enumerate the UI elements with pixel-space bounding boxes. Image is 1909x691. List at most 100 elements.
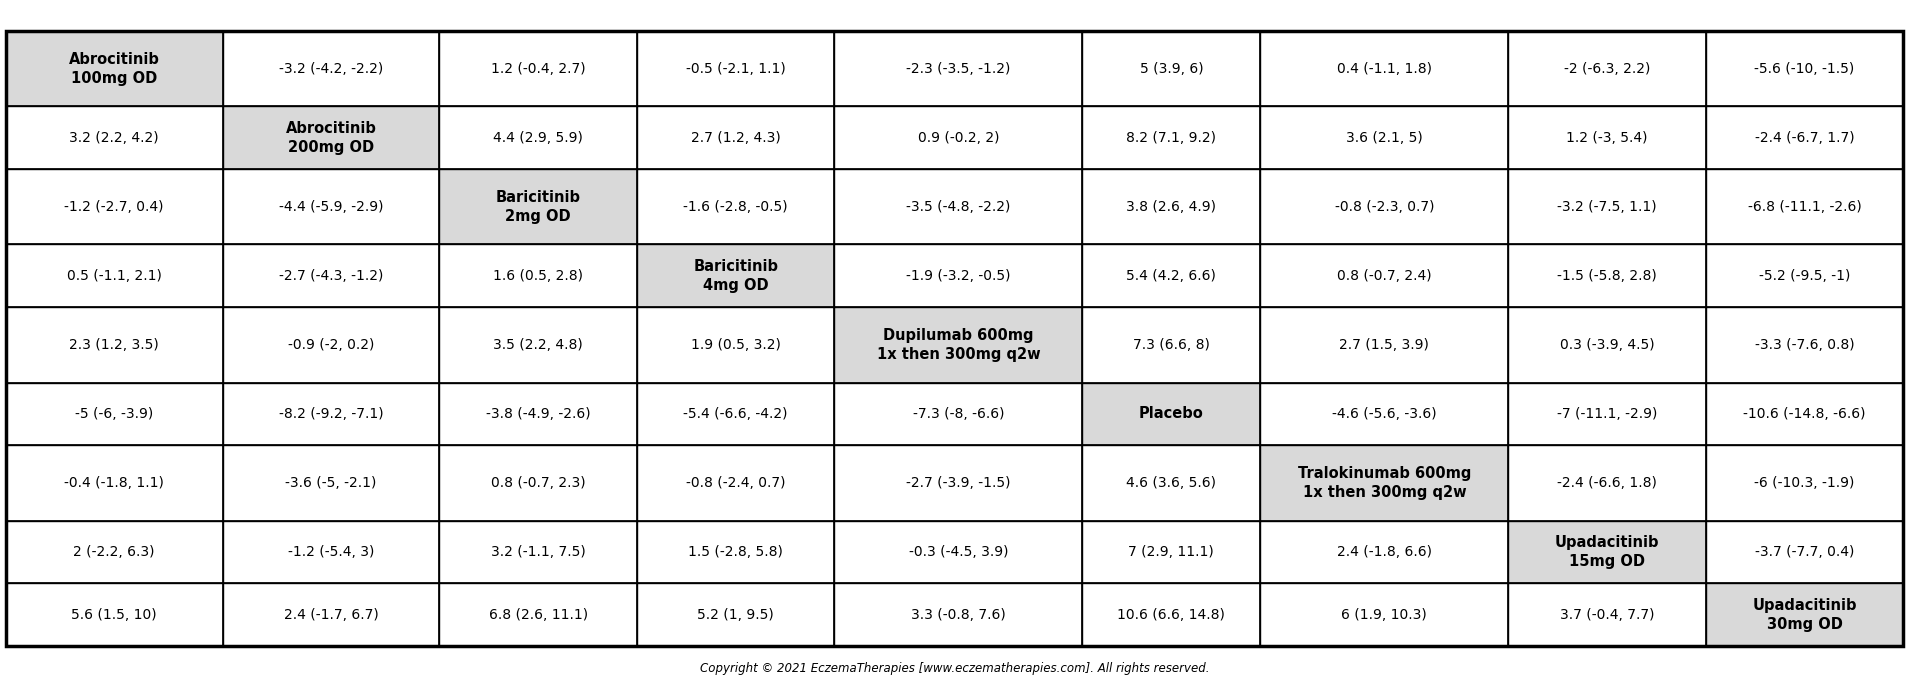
Text: -2.7 (-3.9, -1.5): -2.7 (-3.9, -1.5) xyxy=(907,476,1010,490)
Bar xyxy=(1260,307,1508,383)
Text: 4.4 (2.9, 5.9): 4.4 (2.9, 5.9) xyxy=(493,131,582,145)
Text: 3.3 (-0.8, 7.6): 3.3 (-0.8, 7.6) xyxy=(911,607,1006,622)
Text: -4.6 (-5.6, -3.6): -4.6 (-5.6, -3.6) xyxy=(1332,407,1437,421)
Text: -1.2 (-5.4, 3): -1.2 (-5.4, 3) xyxy=(288,545,374,559)
Bar xyxy=(223,307,439,383)
Bar xyxy=(1508,169,1707,245)
Bar xyxy=(834,520,1082,583)
Bar xyxy=(439,383,638,445)
Bar xyxy=(834,169,1082,245)
Text: 3.7 (-0.4, 7.7): 3.7 (-0.4, 7.7) xyxy=(1560,607,1655,622)
Bar xyxy=(638,245,834,307)
Text: -7.3 (-8, -6.6): -7.3 (-8, -6.6) xyxy=(913,407,1004,421)
Bar xyxy=(834,583,1082,646)
Text: -2.7 (-4.3, -1.2): -2.7 (-4.3, -1.2) xyxy=(279,269,384,283)
Bar xyxy=(6,31,223,106)
Bar xyxy=(439,520,638,583)
Bar xyxy=(1082,31,1260,106)
Text: 10.6 (6.6, 14.8): 10.6 (6.6, 14.8) xyxy=(1117,607,1226,622)
Text: 5.4 (4.2, 6.6): 5.4 (4.2, 6.6) xyxy=(1126,269,1216,283)
Text: 0.9 (-0.2, 2): 0.9 (-0.2, 2) xyxy=(918,131,998,145)
Bar xyxy=(638,106,834,169)
Bar xyxy=(638,169,834,245)
Text: 8.2 (7.1, 9.2): 8.2 (7.1, 9.2) xyxy=(1126,131,1216,145)
Bar xyxy=(1508,31,1707,106)
Text: 1.6 (0.5, 2.8): 1.6 (0.5, 2.8) xyxy=(493,269,584,283)
Bar xyxy=(223,445,439,520)
Text: 5.6 (1.5, 10): 5.6 (1.5, 10) xyxy=(71,607,157,622)
Bar xyxy=(1260,245,1508,307)
Bar xyxy=(6,245,223,307)
Text: 2 (-2.2, 6.3): 2 (-2.2, 6.3) xyxy=(73,545,155,559)
Text: -2.4 (-6.7, 1.7): -2.4 (-6.7, 1.7) xyxy=(1754,131,1854,145)
Text: -3.8 (-4.9, -2.6): -3.8 (-4.9, -2.6) xyxy=(487,407,590,421)
Bar xyxy=(1508,106,1707,169)
Text: -3.2 (-4.2, -2.2): -3.2 (-4.2, -2.2) xyxy=(279,61,384,76)
Text: Copyright © 2021 EczemaTherapies [www.eczematherapies.com]. All rights reserved.: Copyright © 2021 EczemaTherapies [www.ec… xyxy=(701,662,1208,674)
Text: -1.9 (-3.2, -0.5): -1.9 (-3.2, -0.5) xyxy=(907,269,1010,283)
Bar xyxy=(1082,169,1260,245)
Text: 3.2 (2.2, 4.2): 3.2 (2.2, 4.2) xyxy=(69,131,158,145)
Text: -0.5 (-2.1, 1.1): -0.5 (-2.1, 1.1) xyxy=(685,61,787,76)
Bar xyxy=(1082,445,1260,520)
Bar xyxy=(1707,445,1903,520)
Bar xyxy=(1260,383,1508,445)
Text: Baricitinib
4mg OD: Baricitinib 4mg OD xyxy=(693,259,779,292)
Text: -3.2 (-7.5, 1.1): -3.2 (-7.5, 1.1) xyxy=(1558,200,1657,214)
Text: -1.6 (-2.8, -0.5): -1.6 (-2.8, -0.5) xyxy=(683,200,788,214)
Bar xyxy=(439,169,638,245)
Text: 2.4 (-1.7, 6.7): 2.4 (-1.7, 6.7) xyxy=(284,607,378,622)
Bar xyxy=(1508,307,1707,383)
Bar xyxy=(439,307,638,383)
Bar xyxy=(638,307,834,383)
Bar xyxy=(6,583,223,646)
Text: -2 (-6.3, 2.2): -2 (-6.3, 2.2) xyxy=(1563,61,1649,76)
Text: -5.6 (-10, -1.5): -5.6 (-10, -1.5) xyxy=(1754,61,1856,76)
Text: -3.5 (-4.8, -2.2): -3.5 (-4.8, -2.2) xyxy=(907,200,1010,214)
Text: -3.7 (-7.7, 0.4): -3.7 (-7.7, 0.4) xyxy=(1754,545,1854,559)
Text: -6 (-10.3, -1.9): -6 (-10.3, -1.9) xyxy=(1754,476,1856,490)
Bar xyxy=(6,445,223,520)
Bar xyxy=(1260,445,1508,520)
Bar xyxy=(1508,245,1707,307)
Text: 0.4 (-1.1, 1.8): 0.4 (-1.1, 1.8) xyxy=(1336,61,1432,76)
Bar xyxy=(6,169,223,245)
Text: -0.4 (-1.8, 1.1): -0.4 (-1.8, 1.1) xyxy=(65,476,164,490)
Text: 1.9 (0.5, 3.2): 1.9 (0.5, 3.2) xyxy=(691,338,781,352)
Bar xyxy=(223,583,439,646)
Bar xyxy=(1082,245,1260,307)
Text: 5.2 (1, 9.5): 5.2 (1, 9.5) xyxy=(697,607,773,622)
Bar xyxy=(1260,169,1508,245)
Bar xyxy=(223,169,439,245)
Text: -7 (-11.1, -2.9): -7 (-11.1, -2.9) xyxy=(1558,407,1657,421)
Text: -5 (-6, -3.9): -5 (-6, -3.9) xyxy=(74,407,153,421)
Text: -8.2 (-9.2, -7.1): -8.2 (-9.2, -7.1) xyxy=(279,407,384,421)
Text: Baricitinib
2mg OD: Baricitinib 2mg OD xyxy=(496,190,580,224)
Bar xyxy=(638,31,834,106)
Text: Abrocitinib
200mg OD: Abrocitinib 200mg OD xyxy=(286,121,376,155)
Text: Upadacitinib
15mg OD: Upadacitinib 15mg OD xyxy=(1554,535,1659,569)
Text: Placebo: Placebo xyxy=(1140,406,1205,422)
Bar xyxy=(1508,445,1707,520)
Bar xyxy=(834,106,1082,169)
Text: 0.8 (-0.7, 2.4): 0.8 (-0.7, 2.4) xyxy=(1336,269,1432,283)
Text: 3.8 (2.6, 4.9): 3.8 (2.6, 4.9) xyxy=(1126,200,1216,214)
Bar xyxy=(1260,520,1508,583)
Text: 7 (2.9, 11.1): 7 (2.9, 11.1) xyxy=(1128,545,1214,559)
Text: 2.7 (1.2, 4.3): 2.7 (1.2, 4.3) xyxy=(691,131,781,145)
Text: -4.4 (-5.9, -2.9): -4.4 (-5.9, -2.9) xyxy=(279,200,384,214)
Text: Upadacitinib
30mg OD: Upadacitinib 30mg OD xyxy=(1752,598,1857,632)
Bar xyxy=(6,106,223,169)
Bar xyxy=(6,307,223,383)
Text: -5.2 (-9.5, -1): -5.2 (-9.5, -1) xyxy=(1758,269,1850,283)
Bar xyxy=(1707,245,1903,307)
Text: 3.2 (-1.1, 7.5): 3.2 (-1.1, 7.5) xyxy=(491,545,586,559)
Text: -6.8 (-11.1, -2.6): -6.8 (-11.1, -2.6) xyxy=(1747,200,1861,214)
Text: 3.6 (2.1, 5): 3.6 (2.1, 5) xyxy=(1346,131,1422,145)
Bar xyxy=(834,307,1082,383)
Bar xyxy=(1508,383,1707,445)
Bar xyxy=(223,106,439,169)
Bar xyxy=(439,106,638,169)
Bar xyxy=(834,445,1082,520)
Bar xyxy=(1082,383,1260,445)
